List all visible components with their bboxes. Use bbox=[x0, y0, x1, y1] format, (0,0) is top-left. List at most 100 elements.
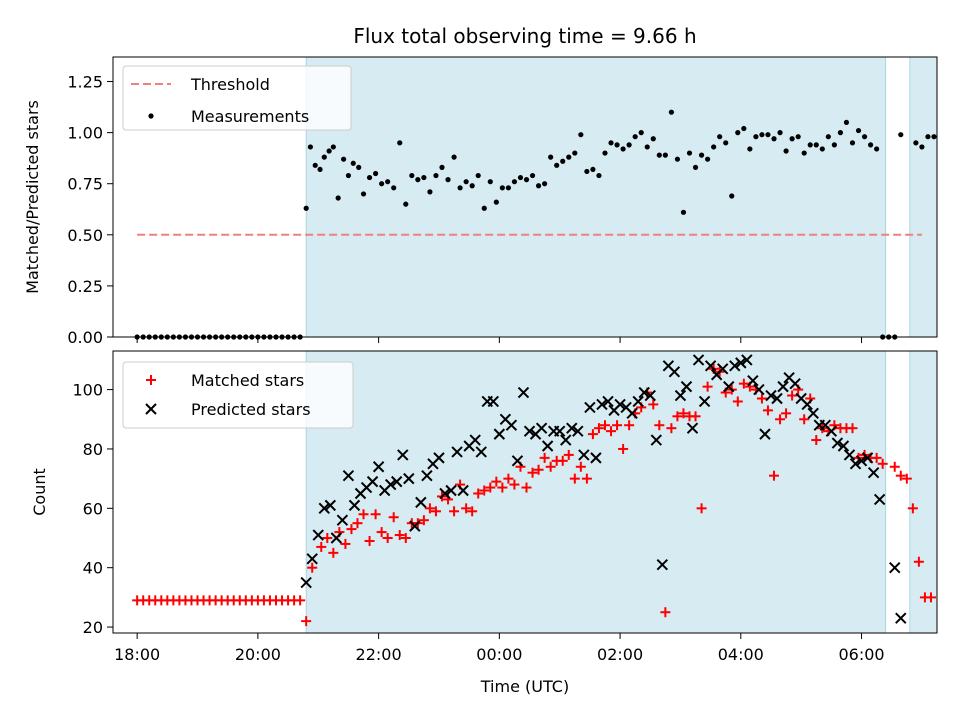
matched-star-point bbox=[769, 470, 780, 481]
legend-matched-label: Matched stars bbox=[191, 371, 304, 390]
matched-star-point bbox=[690, 411, 701, 422]
matched-star-point bbox=[352, 518, 363, 529]
matched-star-point bbox=[569, 473, 580, 484]
measurement-point bbox=[837, 130, 844, 136]
predicted-star-point bbox=[650, 434, 663, 446]
measurement-point bbox=[548, 154, 554, 160]
measurement-point bbox=[554, 162, 560, 168]
measurement-point bbox=[307, 144, 313, 150]
measurement-point bbox=[542, 181, 548, 187]
predicted-star-point bbox=[541, 440, 554, 452]
measurement-point bbox=[789, 136, 795, 142]
matched-star-point bbox=[654, 420, 665, 431]
predicted-star-point bbox=[895, 612, 907, 624]
x-axis-label: Time (UTC) bbox=[480, 677, 569, 696]
predicted-star-point bbox=[566, 422, 578, 434]
predicted-star-point bbox=[445, 484, 457, 497]
measurement-point bbox=[771, 136, 777, 142]
measurement-point bbox=[566, 154, 572, 160]
matched-star-point bbox=[307, 562, 318, 573]
top-panel: 0.00 0.25 0.50 0.75 1.00 1.25 Flux total obse… bbox=[23, 24, 938, 347]
predicted-star-point bbox=[674, 389, 687, 402]
predicted-star-point bbox=[451, 446, 463, 458]
measurement-point bbox=[753, 134, 759, 140]
predicted-star-point bbox=[759, 428, 771, 440]
predicted-star-point bbox=[517, 386, 530, 399]
top-legend: Threshold Measurements bbox=[122, 65, 352, 131]
measurement-point bbox=[644, 144, 650, 150]
legend-plus-marker bbox=[146, 375, 156, 385]
matched-star-point bbox=[491, 476, 502, 487]
matched-star-point bbox=[762, 405, 773, 416]
measurement-point bbox=[493, 199, 499, 205]
predicted-star-point bbox=[312, 529, 324, 541]
measurement-point bbox=[457, 185, 463, 191]
matched-star-point bbox=[606, 426, 617, 437]
matched-star-point bbox=[738, 378, 749, 389]
matched-star-point bbox=[587, 429, 598, 440]
x-tick-label: 00:00 bbox=[476, 645, 522, 664]
top-y-axis-label: Matched/Predicted stars bbox=[23, 100, 42, 294]
measurement-point bbox=[345, 172, 352, 179]
measurement-point bbox=[698, 152, 705, 158]
matched-star-point bbox=[895, 470, 906, 481]
measurement-point bbox=[807, 142, 813, 148]
y-tick-label: 40 bbox=[83, 559, 103, 578]
measurement-point bbox=[783, 148, 789, 154]
predicted-star-point bbox=[831, 437, 844, 449]
measurement-point bbox=[409, 172, 415, 179]
matched-star-point bbox=[612, 420, 623, 431]
predicted-star-point bbox=[372, 461, 385, 473]
matched-stars-points bbox=[132, 363, 936, 627]
matched-star-point bbox=[358, 509, 369, 520]
matched-star-point bbox=[370, 509, 381, 520]
matched-star-point bbox=[382, 533, 393, 544]
matched-star-point bbox=[799, 414, 810, 425]
bottom-axes-frame bbox=[112, 350, 938, 634]
measurement-point bbox=[638, 130, 644, 136]
legend-predicted-label: Predicted stars bbox=[191, 400, 311, 419]
predicted-star-point bbox=[409, 520, 421, 532]
measurement-point bbox=[303, 205, 309, 211]
matched-star-point bbox=[775, 414, 786, 425]
predicted-star-point bbox=[475, 446, 487, 458]
legend-matched-swatch bbox=[146, 375, 156, 385]
measurement-point bbox=[340, 156, 347, 162]
top-legend-box bbox=[122, 65, 352, 131]
measurement-point bbox=[849, 140, 856, 146]
y-tick-label: 0.25 bbox=[67, 277, 103, 296]
observing-window-0 bbox=[305, 350, 887, 634]
measurement-point bbox=[680, 209, 687, 215]
predicted-star-point bbox=[415, 496, 427, 509]
matched-star-point bbox=[461, 503, 472, 514]
x-tick-label: 20:00 bbox=[235, 645, 281, 664]
matched-star-point bbox=[449, 506, 460, 517]
measurement-point bbox=[584, 168, 590, 175]
y-tick-label: 20 bbox=[83, 618, 103, 637]
predicted-star-point bbox=[584, 401, 596, 414]
legend-measurements-label: Measurements bbox=[191, 107, 309, 126]
matched-star-point bbox=[509, 479, 520, 490]
matched-star-point bbox=[418, 515, 429, 526]
matched-star-point bbox=[648, 399, 659, 410]
predicted-star-point bbox=[889, 561, 901, 574]
predicted-star-point bbox=[602, 395, 614, 408]
measurement-point bbox=[931, 134, 937, 140]
predicted-star-point bbox=[638, 386, 650, 399]
predicted-star-point bbox=[644, 389, 656, 402]
measurement-point bbox=[919, 144, 925, 150]
predicted-star-point bbox=[330, 532, 343, 544]
matched-star-point bbox=[901, 473, 912, 484]
predicted-stars-points bbox=[300, 354, 907, 624]
top-x-ticks bbox=[136, 337, 863, 343]
y-tick-label: 0.75 bbox=[67, 175, 103, 194]
matched-star-point bbox=[678, 408, 689, 419]
y-tick-label: 0.00 bbox=[67, 328, 103, 347]
measurement-point bbox=[372, 170, 379, 177]
y-tick-label: 1.25 bbox=[67, 73, 103, 92]
measurement-point bbox=[463, 179, 469, 185]
measurement-point bbox=[741, 125, 747, 132]
measurement-point bbox=[391, 185, 397, 191]
measurement-point bbox=[777, 130, 783, 136]
